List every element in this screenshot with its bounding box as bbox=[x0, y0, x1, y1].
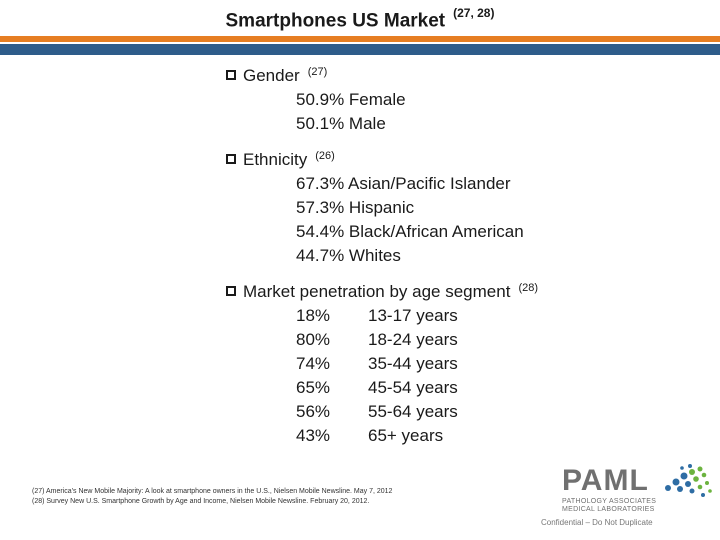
table-row: 80% 18-24 years bbox=[226, 328, 538, 352]
ethnicity-ref: (26) bbox=[315, 150, 335, 162]
table-row: 65% 45-54 years bbox=[226, 376, 538, 400]
pct-cell: 43% bbox=[296, 426, 331, 445]
gender-heading: Gender (27) bbox=[226, 64, 538, 88]
footnote-references: (27) America's New Mobile Majority: A lo… bbox=[32, 487, 392, 507]
pct-cell: 56% bbox=[296, 402, 331, 421]
age-cell: 13-17 years bbox=[368, 306, 458, 325]
list-item: 54.4% Black/African American bbox=[296, 222, 524, 241]
age-cell: 55-64 years bbox=[368, 402, 458, 421]
penetration-heading-text: Market penetration by age segment bbox=[243, 282, 511, 301]
paml-logo: PAML PATHOLOGY ASSOCIATES MEDICAL LABORA… bbox=[540, 460, 720, 520]
dots-icon bbox=[665, 464, 712, 497]
slide-title-ref: (27, 28) bbox=[453, 6, 495, 20]
age-cell: 45-54 years bbox=[368, 378, 458, 397]
list-item: 50.9% Female bbox=[296, 90, 406, 109]
slide-title-text: Smartphones US Market bbox=[225, 10, 446, 32]
confidential-notice: Confidential – Do Not Duplicate bbox=[541, 518, 653, 527]
checkbox-bullet-icon bbox=[226, 70, 236, 80]
pct-cell: 80% bbox=[296, 330, 331, 349]
age-cell: 18-24 years bbox=[368, 330, 458, 349]
gender-ref: (27) bbox=[307, 66, 328, 78]
ethnicity-heading: Ethnicity (26) bbox=[226, 148, 538, 172]
header-orange-bar bbox=[0, 36, 720, 42]
footnote-27: (27) America's New Mobile Majority: A lo… bbox=[32, 488, 393, 495]
checkbox-bullet-icon bbox=[226, 286, 236, 296]
logo-wordmark: PAML bbox=[562, 464, 649, 497]
age-cell: 35-44 years bbox=[368, 354, 458, 373]
table-row: 74% 35-44 years bbox=[226, 352, 538, 376]
table-row: 43% 65+ years bbox=[226, 424, 538, 448]
footnote-28: (28) Survey New U.S. Smartphone Growth b… bbox=[32, 498, 370, 505]
pct-cell: 65% bbox=[296, 378, 331, 397]
logo-subtitle-line2: MEDICAL LABORATORIES bbox=[562, 506, 655, 513]
checkbox-bullet-icon bbox=[226, 154, 236, 164]
table-row: 18% 13-17 years bbox=[226, 304, 538, 328]
pct-cell: 18% bbox=[296, 306, 331, 325]
list-item: 50.1% Male bbox=[296, 114, 386, 133]
ethnicity-heading-text: Ethnicity bbox=[243, 150, 308, 169]
table-row: 56% 55-64 years bbox=[226, 400, 538, 424]
penetration-heading: Market penetration by age segment (28) bbox=[226, 280, 538, 304]
logo-subtitle-line1: PATHOLOGY ASSOCIATES bbox=[562, 498, 657, 505]
gender-section: Gender (27) 50.9% Female 50.1% Male bbox=[226, 64, 538, 136]
pct-cell: 74% bbox=[296, 354, 331, 373]
slide-content: Gender (27) 50.9% Female 50.1% Male Ethn… bbox=[226, 64, 538, 460]
list-item: 57.3% Hispanic bbox=[296, 198, 415, 217]
penetration-section: Market penetration by age segment (28) 1… bbox=[226, 280, 538, 448]
age-cell: 65+ years bbox=[368, 426, 444, 445]
slide-title: Smartphones US Market (27, 28) bbox=[0, 6, 720, 32]
list-item: 67.3% Asian/Pacific Islander bbox=[296, 174, 511, 193]
gender-heading-text: Gender bbox=[243, 66, 300, 85]
penetration-ref: (28) bbox=[518, 282, 538, 294]
header-blue-bar bbox=[0, 44, 720, 55]
list-item: 44.7% Whites bbox=[296, 246, 401, 265]
ethnicity-section: Ethnicity (26) 67.3% Asian/Pacific Islan… bbox=[226, 148, 538, 268]
